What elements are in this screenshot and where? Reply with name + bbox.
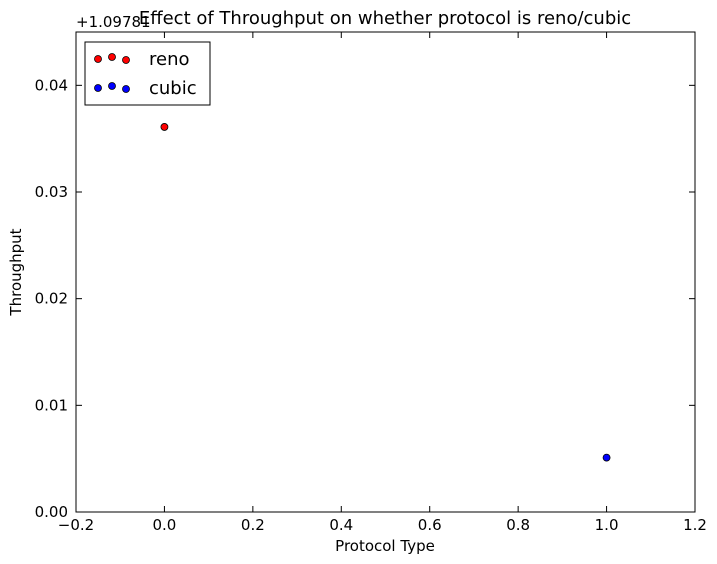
y-axis-ticks: 0.00 0.01 0.02 0.03 0.04 xyxy=(35,76,695,521)
x-tick-label: 1.0 xyxy=(595,516,619,534)
legend-marker-reno xyxy=(94,55,102,63)
y-tick-label: 0.01 xyxy=(35,396,68,414)
legend-marker-reno xyxy=(122,56,130,64)
x-tick-label: −0.2 xyxy=(58,516,94,534)
data-point-cubic xyxy=(602,453,611,462)
legend-label-cubic: cubic xyxy=(149,78,197,99)
data-point-reno xyxy=(160,123,169,131)
legend-marker-cubic xyxy=(94,84,102,92)
legend-marker-cubic xyxy=(108,82,116,90)
y-tick-label: 0.04 xyxy=(35,76,68,94)
x-tick-label: 1.2 xyxy=(683,516,707,534)
legend-marker-cubic xyxy=(122,85,130,93)
x-axis-ticks: −0.2 0.0 0.2 0.4 0.6 0.8 1.0 1.2 xyxy=(58,32,707,534)
x-tick-label: 0.0 xyxy=(152,516,176,534)
x-tick-label: 0.2 xyxy=(241,516,265,534)
plot-background xyxy=(76,32,695,512)
legend-frame xyxy=(84,41,211,106)
y-offset-label: +1.09781 xyxy=(76,13,151,31)
data-points xyxy=(160,123,611,462)
y-tick-label: 0.03 xyxy=(35,183,68,201)
x-axis-label: Protocol Type xyxy=(335,537,435,555)
y-tick-label: 0.02 xyxy=(35,290,68,308)
legend-label-reno: reno xyxy=(149,49,190,70)
legend-marker-reno xyxy=(108,53,116,61)
y-axis-label: Throughput xyxy=(7,228,25,316)
x-tick-label: 0.8 xyxy=(506,516,530,534)
legend: reno cubic xyxy=(84,41,211,106)
y-tick-label: 0.00 xyxy=(35,503,68,521)
legend-items: reno cubic xyxy=(94,49,197,99)
chart-title: Effect of Throughput on whether protocol… xyxy=(139,8,631,29)
x-tick-label: 0.4 xyxy=(329,516,353,534)
plot-frame xyxy=(75,31,696,513)
x-tick-label: 0.6 xyxy=(418,516,442,534)
